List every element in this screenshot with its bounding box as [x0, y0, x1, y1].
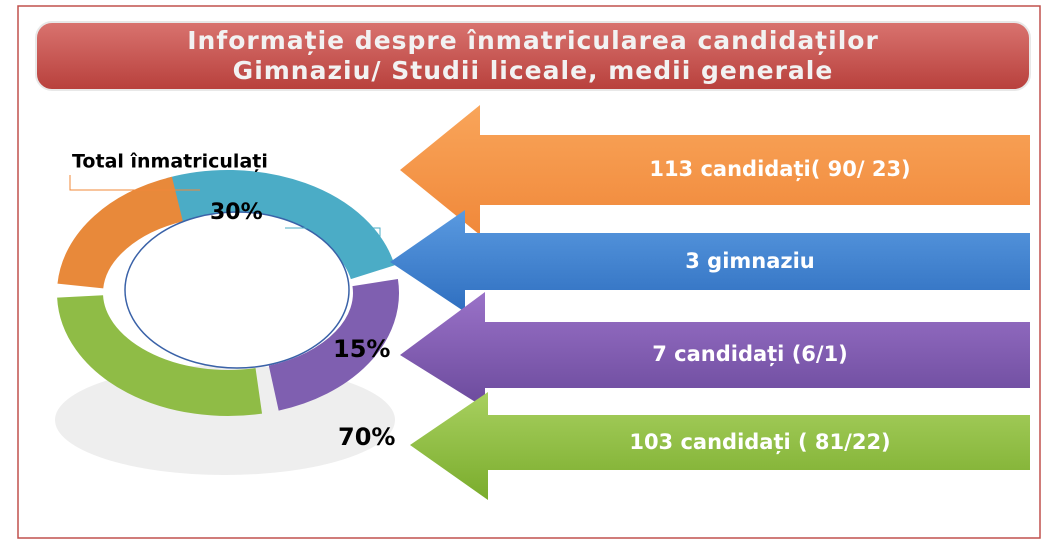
connector [69, 175, 200, 191]
percent-label: 30% [210, 200, 263, 225]
ring [57, 170, 399, 416]
arrow [400, 105, 1030, 235]
title-line: Informație despre înmatricularea candida… [187, 26, 879, 55]
arrow-label: 7 candidați (6/1) [652, 342, 848, 367]
arrow-label: 3 gimnaziu [685, 249, 815, 273]
percent-label: 70% [338, 423, 395, 451]
arrow [400, 292, 1030, 408]
connector [285, 227, 395, 263]
frame [17, 5, 1041, 539]
ring-segment [57, 176, 184, 290]
ring-segment [57, 294, 263, 416]
arrow-label: 113 candidați( 90/ 23) [649, 157, 910, 182]
percent-label: 15% [333, 335, 390, 363]
ring-center [124, 211, 350, 369]
ring-title: Total înmatriculați [72, 151, 268, 173]
arrow [390, 210, 1030, 312]
ring-segment [166, 170, 395, 280]
ring-segment [268, 279, 399, 411]
title-banner [35, 21, 1031, 91]
arrow-label: 103 candidați ( 81/22) [629, 430, 890, 455]
arrow [410, 392, 1030, 500]
title-line: Gimnaziu/ Studii liceale, medii generale [233, 56, 834, 85]
